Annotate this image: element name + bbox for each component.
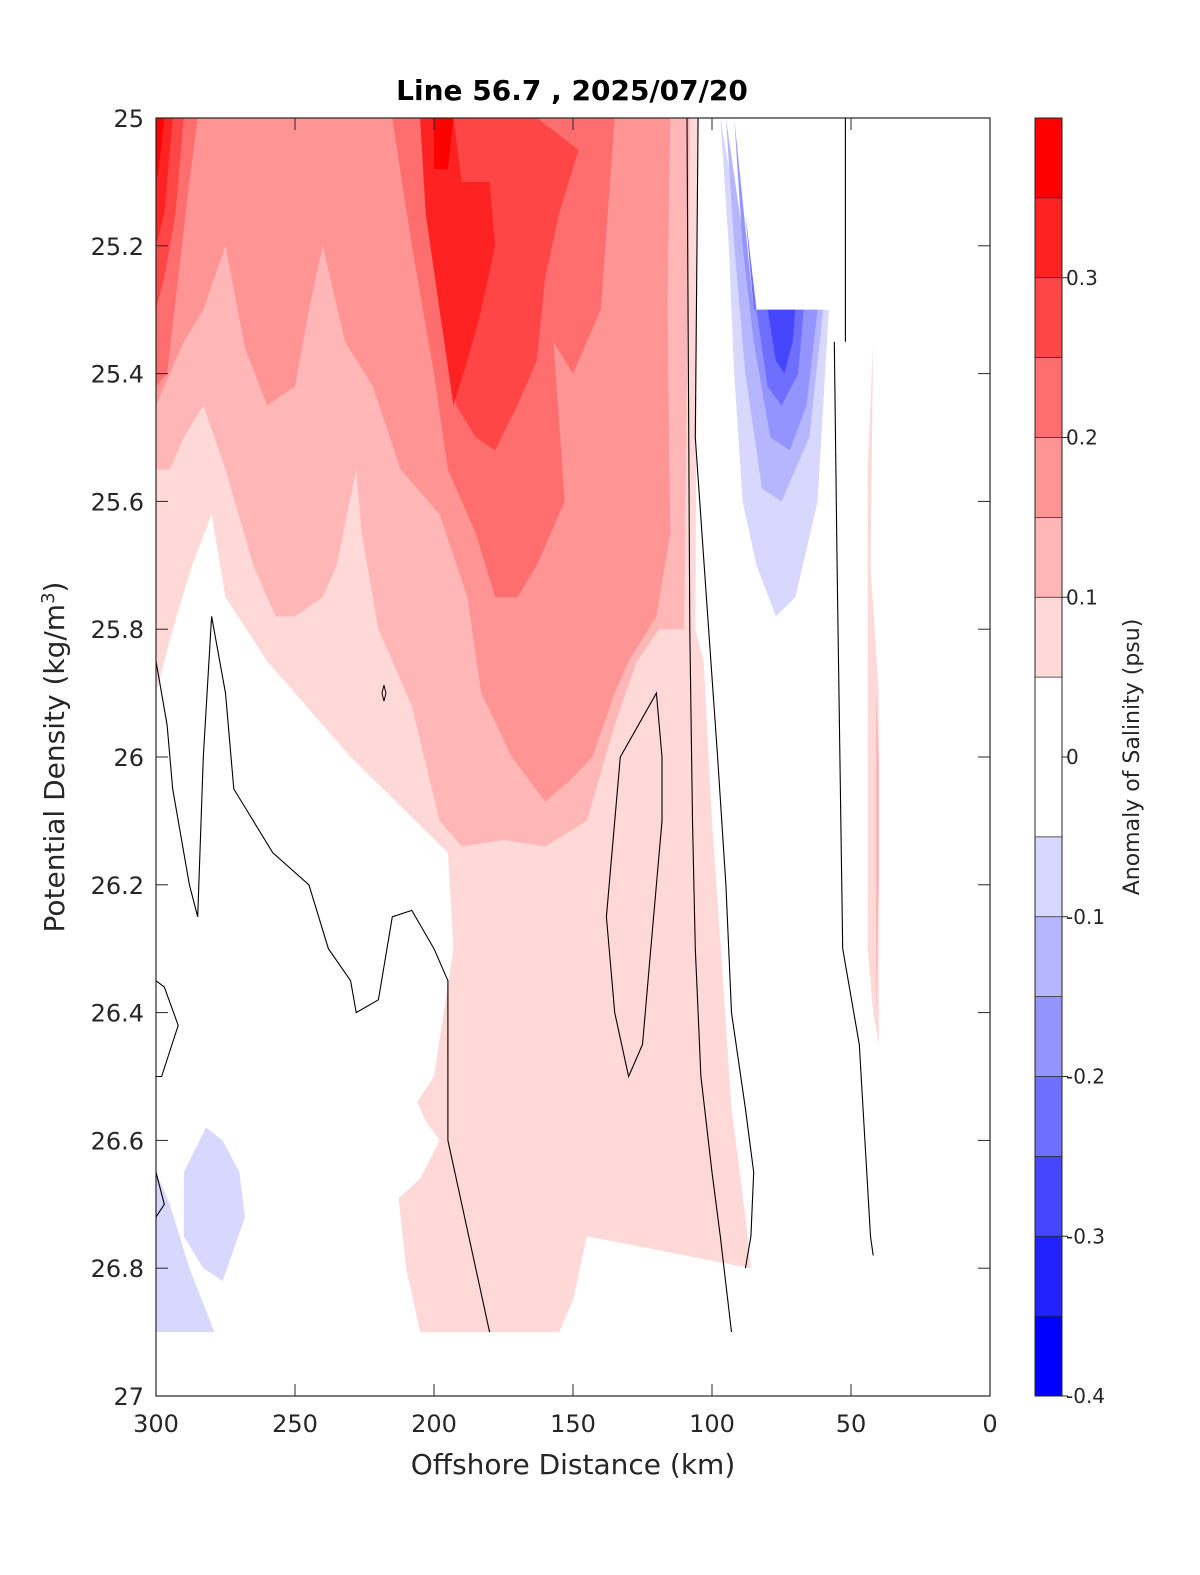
contour-fill-region — [156, 1172, 215, 1333]
y-tick-label: 27 — [113, 1383, 144, 1411]
chart-title: Line 56.7 , 2025/07/20 — [396, 74, 748, 107]
colorbar-band — [1035, 836, 1062, 917]
x-tick-label: 100 — [689, 1410, 735, 1438]
colorbar-band — [1035, 517, 1062, 598]
colorbar-band — [1035, 1076, 1062, 1157]
colorbar-band — [1035, 357, 1062, 438]
contour-fill-region — [434, 118, 454, 170]
colorbar-tick-label: -0.3 — [1066, 1224, 1105, 1248]
contour-lines — [155, 117, 874, 1333]
contour-fill-region — [745, 213, 804, 406]
zero-contour-line — [694, 117, 755, 1269]
zero-contour-line — [211, 616, 491, 1333]
contour-plot-area — [156, 118, 879, 1333]
x-tick-label: 200 — [411, 1410, 457, 1438]
x-tick-label: 250 — [272, 1410, 318, 1438]
colorbar-band — [1035, 996, 1062, 1077]
colorbar-band — [1035, 597, 1062, 678]
y-tick-label: 26 — [113, 744, 144, 772]
y-tick-label: 26.2 — [91, 872, 144, 900]
y-tick-label: 25.2 — [91, 233, 144, 261]
small-contour-feature — [381, 684, 387, 702]
colorbar-tick-label: 0.1 — [1066, 585, 1098, 609]
colorbar-label: Anomaly of Salinity (psu) — [1120, 619, 1145, 896]
contour-fill-region — [156, 118, 165, 182]
colorbar-band — [1035, 677, 1062, 837]
y-tick-label: 25 — [113, 105, 144, 133]
x-axis-label: Offshore Distance (km) — [411, 1448, 736, 1481]
colorbar-band — [1035, 1236, 1062, 1317]
colorbar-tick-label: 0 — [1066, 745, 1079, 769]
colorbar-band — [1035, 197, 1062, 278]
colorbar-tick-label: -0.2 — [1066, 1065, 1105, 1089]
contour-fill-region — [156, 820, 181, 898]
y-axis-label-superscript: 3 — [38, 592, 59, 603]
zero-contour-line — [155, 616, 213, 917]
colorbar-band — [1035, 118, 1062, 198]
y-tick-label: 25.6 — [91, 488, 144, 516]
colorbar-band — [1035, 437, 1062, 518]
x-tick-label: 300 — [133, 1410, 179, 1438]
zero-contour-line — [605, 691, 663, 1079]
zero-contour-line — [155, 980, 179, 1078]
y-tick-label: 25.4 — [91, 361, 144, 389]
x-tick-label: 50 — [836, 1410, 867, 1438]
y-axis-ticks: 25 25.2 25.4 25.6 25.8 26 26.2 26.4 26.6 26.8 27 — [91, 105, 990, 1411]
colorbar-band — [1035, 916, 1062, 997]
zero-contour-line — [155, 1172, 165, 1218]
colorbar-tick-label: 0.3 — [1066, 266, 1098, 290]
colorbar-band — [1035, 1316, 1062, 1396]
y-axis-label-main: Potential Density (kg/m — [38, 604, 71, 933]
contour-fill-region — [420, 118, 496, 406]
y-tick-label: 26.6 — [91, 1127, 144, 1155]
y-tick-label: 25.8 — [91, 616, 144, 644]
zero-contour-line — [686, 117, 733, 1333]
y-axis-label: Potential Density (kg/m3) — [38, 582, 71, 933]
y-axis-label-close: ) — [38, 582, 71, 593]
contour-fill-region — [384, 1076, 440, 1205]
contour-fill-region — [183, 1127, 245, 1281]
colorbar-tick-label: -0.1 — [1066, 905, 1105, 929]
x-axis-ticks: 300 250 200 150 100 50 0 — [133, 118, 998, 1438]
colorbar-band — [1035, 277, 1062, 358]
colorbar: -0.4 -0.3 -0.2 -0.1 0 0.1 0.2 0.3 — [1034, 117, 1105, 1408]
y-tick-label: 26.4 — [91, 1000, 144, 1028]
contour-fill-region — [876, 693, 879, 1013]
contour-fill-region — [767, 309, 796, 374]
colorbar-tick-label: -0.4 — [1066, 1384, 1105, 1408]
colorbar-tick-label: 0.2 — [1066, 426, 1098, 450]
zero-contour-line — [833, 341, 874, 1256]
colorbar-band — [1035, 1156, 1062, 1237]
x-tick-label: 0 — [982, 1410, 997, 1438]
y-tick-label: 26.8 — [91, 1255, 144, 1283]
x-tick-label: 150 — [550, 1410, 596, 1438]
